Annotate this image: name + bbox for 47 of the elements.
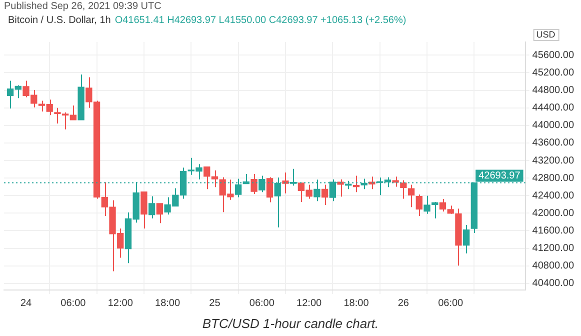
candlestick [156, 202, 164, 224]
x-tick-label: 18:00 [344, 298, 370, 309]
y-tick-label: 42400.00 [532, 190, 574, 202]
candlestick [140, 191, 148, 230]
x-tick-label: 06:00 [249, 298, 275, 309]
chart-subtitle: O41651.41 H42693.97 L41550.00 C42693.97 +1065.13 (+2.56%) [114, 15, 406, 26]
candlestick [392, 176, 399, 188]
y-tick-label: 45200.00 [532, 67, 574, 78]
candlestick [148, 196, 156, 219]
y-tick-label: 44000.00 [532, 120, 574, 132]
y-tick-label: 42800.00 [532, 172, 574, 184]
x-tick-label: 25 [209, 298, 221, 309]
y-tick-label: 43600.00 [532, 138, 574, 149]
x-tick-label: 12:00 [296, 298, 322, 309]
y-tick-label: 44400.00 [532, 102, 574, 114]
y-tick-label: 40800.00 [532, 260, 574, 272]
text: Published Sep 26, 2021 09:39 UTC [4, 1, 162, 12]
candlestick [400, 180, 407, 200]
x-tick-label: 18:00 [155, 298, 180, 309]
y-tick-label: 40400.00 [532, 278, 574, 290]
y-axis-title: USD [536, 29, 556, 40]
text: BTC/USD 1-hour candle chart. [201, 316, 380, 331]
y-tick-label: 41600.00 [532, 225, 574, 236]
candlestick [352, 175, 360, 193]
x-tick-label: 26 [398, 298, 410, 309]
y-tick-label: 41200.00 [532, 243, 574, 254]
candlestick [282, 172, 289, 194]
candlestick [321, 184, 328, 206]
x-tick-label: 12:00 [108, 298, 134, 309]
candlestick [337, 178, 344, 198]
ref-line-label: 42693.97 [478, 170, 521, 182]
y-tick-label: 44800.00 [532, 85, 574, 96]
y-tick-label: 43200.00 [532, 155, 574, 166]
chart-title: Bitcoin / U.S. Dollar, 1h [8, 15, 111, 26]
x-tick-label: 06:00 [60, 298, 86, 309]
x-tick-label: 24 [20, 298, 32, 309]
y-tick-label: 42000.00 [532, 208, 574, 219]
candlestick [266, 176, 274, 203]
candlestick [462, 224, 470, 254]
y-tick-label: 45600.00 [532, 50, 574, 61]
candlestick [416, 194, 422, 217]
candlestick [368, 176, 376, 190]
candlestick [211, 170, 218, 188]
candlestick [250, 173, 258, 194]
candlestick [408, 184, 415, 208]
candlestick [204, 166, 210, 190]
x-tick-label: 06:00 [438, 298, 464, 309]
